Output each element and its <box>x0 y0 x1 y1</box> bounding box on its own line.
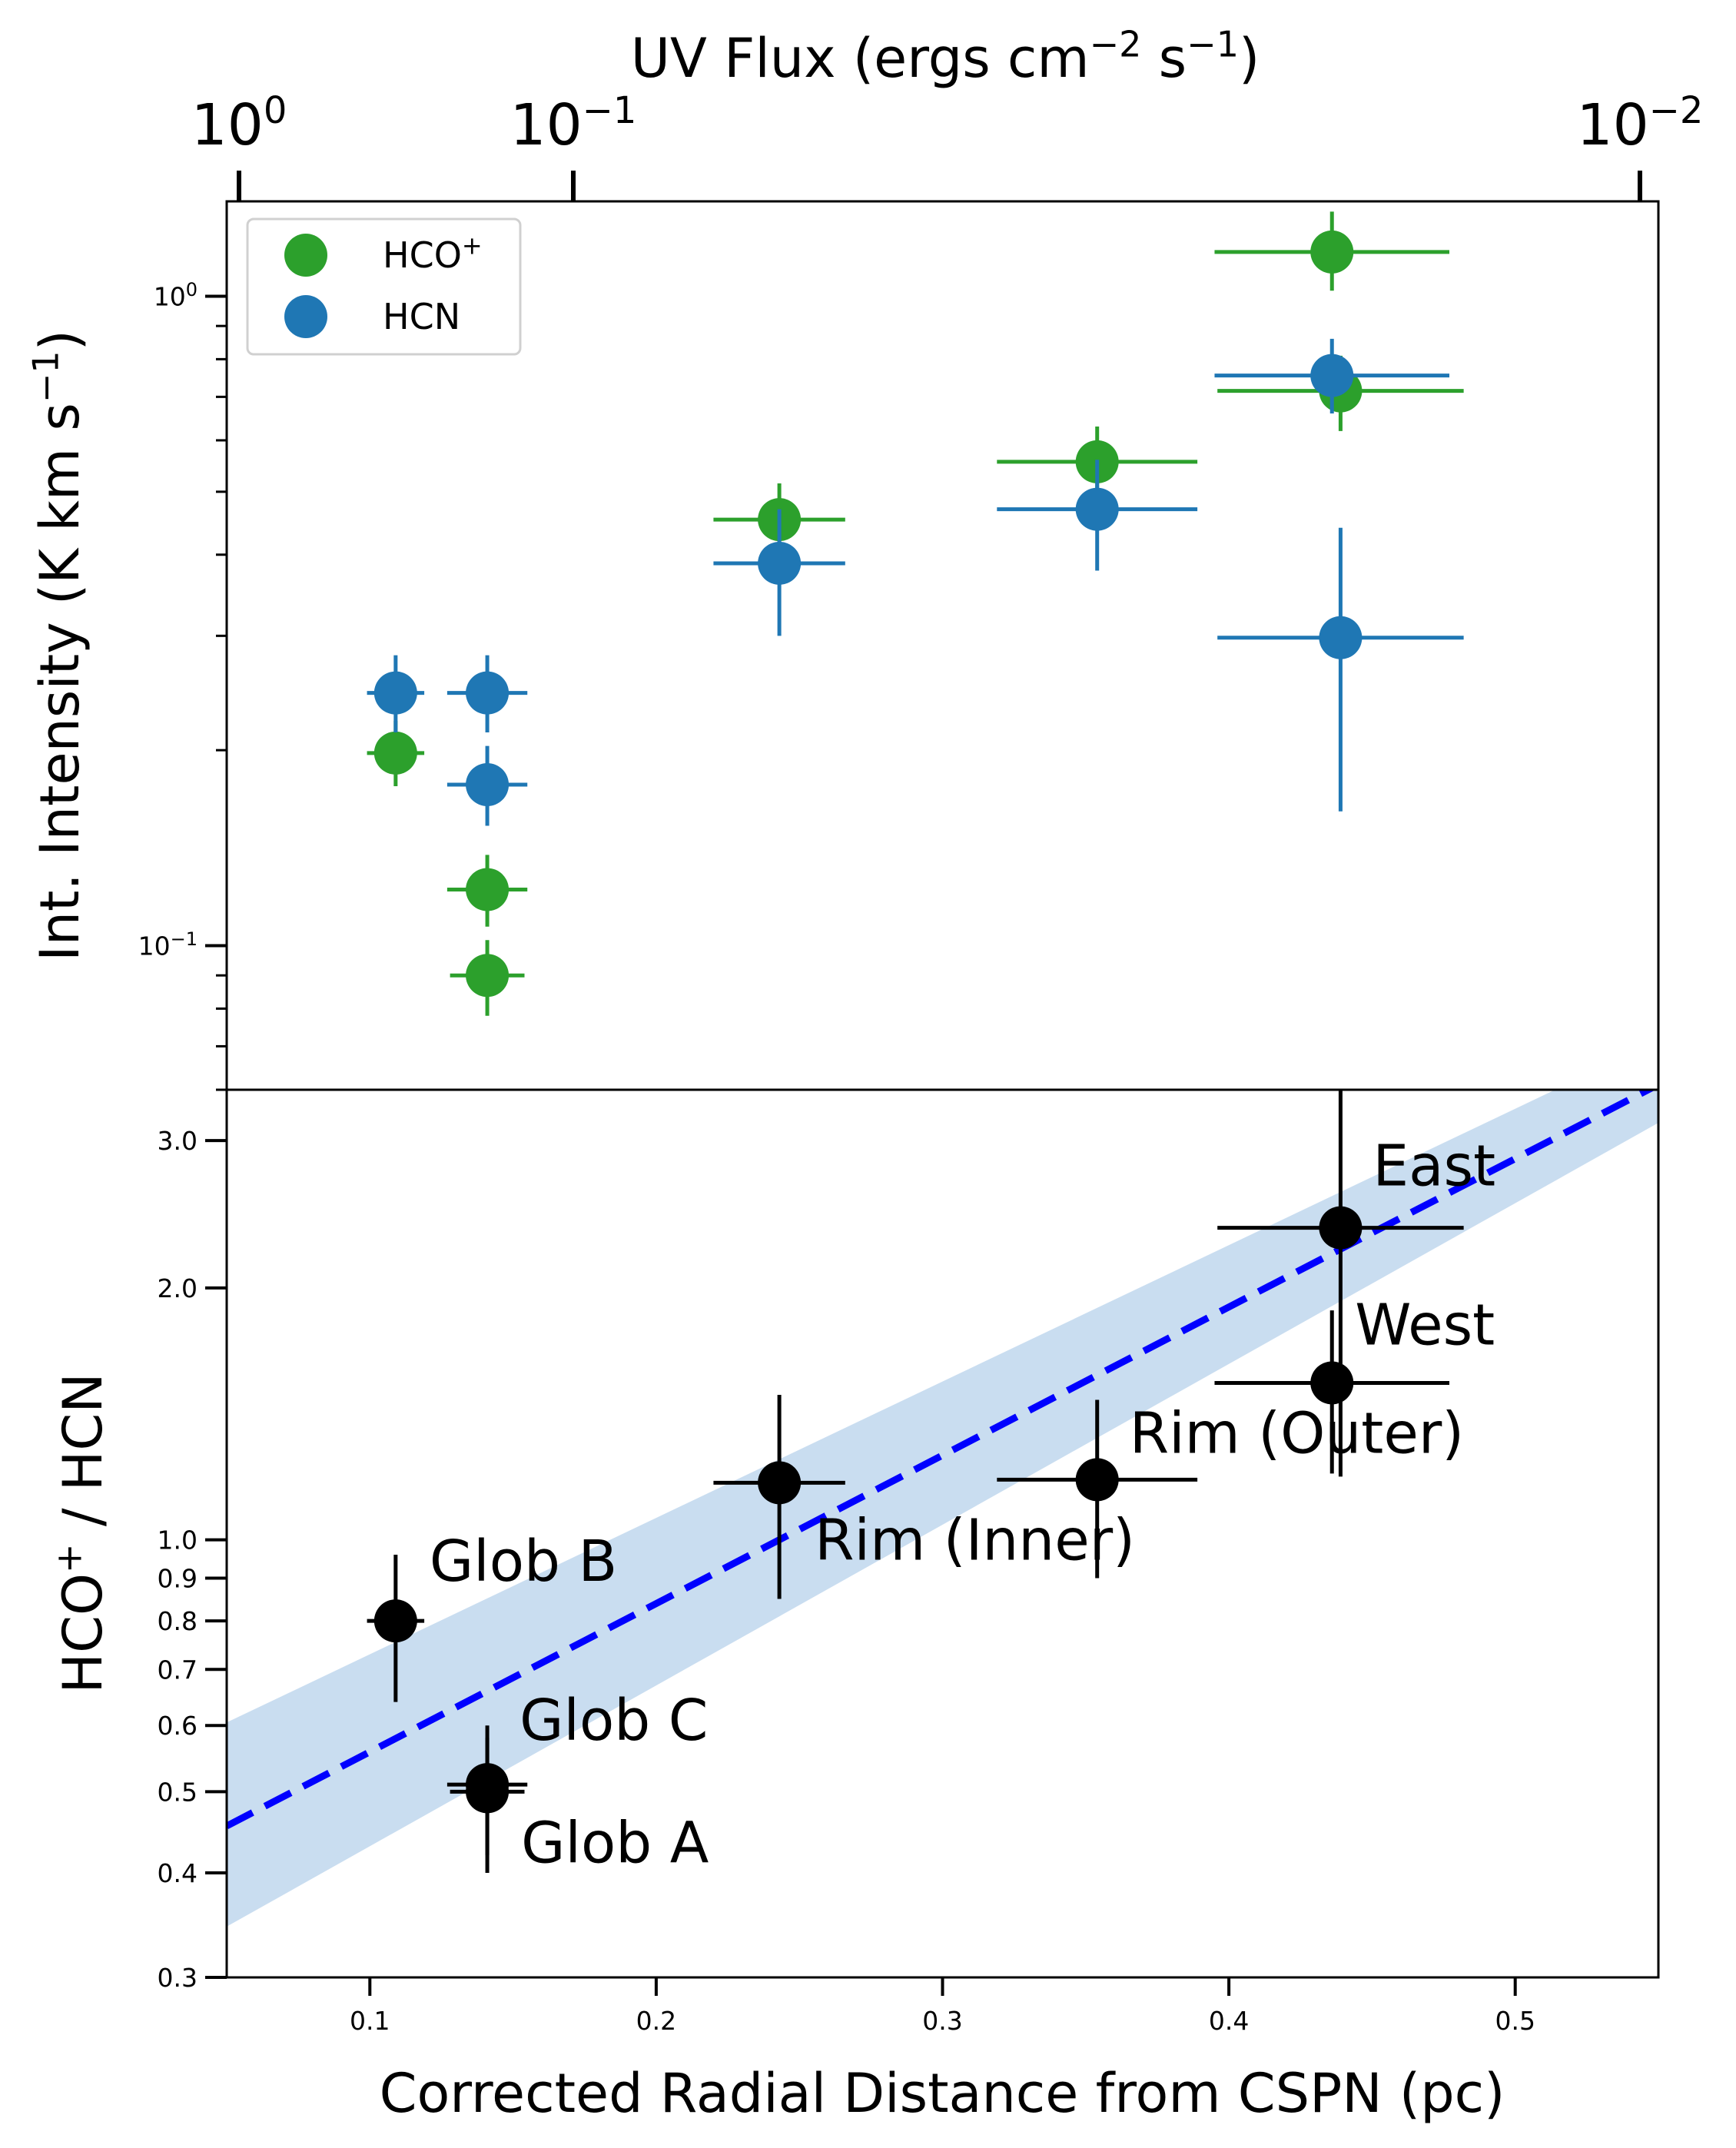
top-data-point <box>466 762 510 806</box>
point-annotation: Glob C <box>519 1688 708 1754</box>
legend-label: HCN <box>383 296 460 337</box>
point-annotation: Rim (Inner) <box>815 1507 1135 1573</box>
fit-line <box>227 1090 1656 1830</box>
ratio-tick-label: 2.0 <box>158 1273 197 1303</box>
top-data-point <box>758 541 802 585</box>
ratio-data-point <box>466 1770 510 1814</box>
top-data-point <box>1310 354 1354 397</box>
top-data-point <box>466 671 510 715</box>
ratio-tick-label: 0.3 <box>158 1963 197 1993</box>
top-panel: 100 10−1 100 10−1 10−2 UV Flux (ergs cm−2 s… <box>25 23 1704 1091</box>
ratio-data-point <box>1075 1458 1119 1502</box>
uv-flux-axis: 100 10−1 10−2 <box>191 89 1704 201</box>
distance-tick-label: 0.1 <box>350 2006 390 2036</box>
top-series-marks <box>367 211 1464 1016</box>
bottom-axes-frame <box>225 1088 1660 1979</box>
distance-tick-label: 0.2 <box>636 2006 676 2036</box>
top-data-point <box>1075 487 1119 531</box>
distance-axis: 0.1 0.2 0.3 0.4 0.5 <box>350 1977 1535 2036</box>
legend: HCO+ HCN <box>246 217 522 356</box>
distance-tick-label: 0.3 <box>922 2006 962 2036</box>
top-y-tick-label: 10−1 <box>138 928 197 961</box>
top-y-axis: 100 10−1 <box>138 279 227 1091</box>
top-data-point <box>1310 230 1354 274</box>
uv-tick-label: 10−1 <box>510 89 637 158</box>
point-annotation: West <box>1355 1292 1495 1358</box>
legend-label: HCO+ <box>383 231 483 276</box>
point-annotation: Glob B <box>430 1529 617 1595</box>
top-y-tick-label: 100 <box>154 279 197 312</box>
ratio-tick-label: 1.0 <box>158 1526 197 1555</box>
top-data-point <box>373 731 417 775</box>
distance-axis-label: Corrected Radial Distance from CSPN (pc) <box>380 2062 1505 2125</box>
ratio-data-point <box>373 1599 417 1643</box>
top-y-axis-label: Int. Intensity (K km s−1) <box>25 330 91 961</box>
uv-tick-label: 10−2 <box>1577 89 1704 158</box>
ratio-data-point <box>1319 1206 1363 1250</box>
uv-tick-label: 100 <box>191 89 287 158</box>
point-annotation: Glob A <box>521 1810 709 1876</box>
distance-tick-label: 0.4 <box>1209 2006 1249 2036</box>
legend-marker <box>284 234 327 277</box>
ratio-axis-label: HCO+ / HCN <box>48 1373 115 1693</box>
ratio-tick-label: 0.8 <box>158 1606 197 1636</box>
point-annotation: East <box>1373 1134 1495 1200</box>
top-data-point <box>466 954 510 998</box>
bottom-ratio-marks: Glob B Glob C Glob A Rim (Inner) Rim (Outer)… <box>367 1090 1495 1876</box>
confidence-band <box>227 1090 1658 1927</box>
top-data-point <box>373 671 417 715</box>
legend-marker <box>284 295 327 338</box>
bottom-fit-region <box>227 1090 1658 1927</box>
uv-flux-axis-label: UV Flux (ergs cm−2 s−1) <box>631 23 1260 90</box>
bottom-y-axis: 0.3 0.4 0.5 0.6 0.7 0.8 0.9 1.0 2.0 3.0 <box>158 1126 227 1993</box>
top-data-point <box>1319 616 1363 659</box>
ratio-tick-label: 0.5 <box>158 1777 197 1807</box>
ratio-data-point <box>758 1461 802 1505</box>
ratio-tick-label: 0.6 <box>158 1711 197 1741</box>
ratio-tick-label: 0.9 <box>158 1563 197 1593</box>
distance-tick-label: 0.5 <box>1495 2006 1535 2036</box>
ratio-tick-label: 3.0 <box>158 1126 197 1156</box>
ratio-tick-label: 0.4 <box>158 1858 197 1888</box>
ratio-data-point <box>1310 1361 1354 1405</box>
bottom-panel: Glob B Glob C Glob A Rim (Inner) Rim (Outer)… <box>48 1088 1660 2125</box>
ratio-tick-label: 0.7 <box>158 1655 197 1685</box>
top-data-point <box>466 868 510 911</box>
point-annotation: Rim (Outer) <box>1130 1400 1464 1466</box>
